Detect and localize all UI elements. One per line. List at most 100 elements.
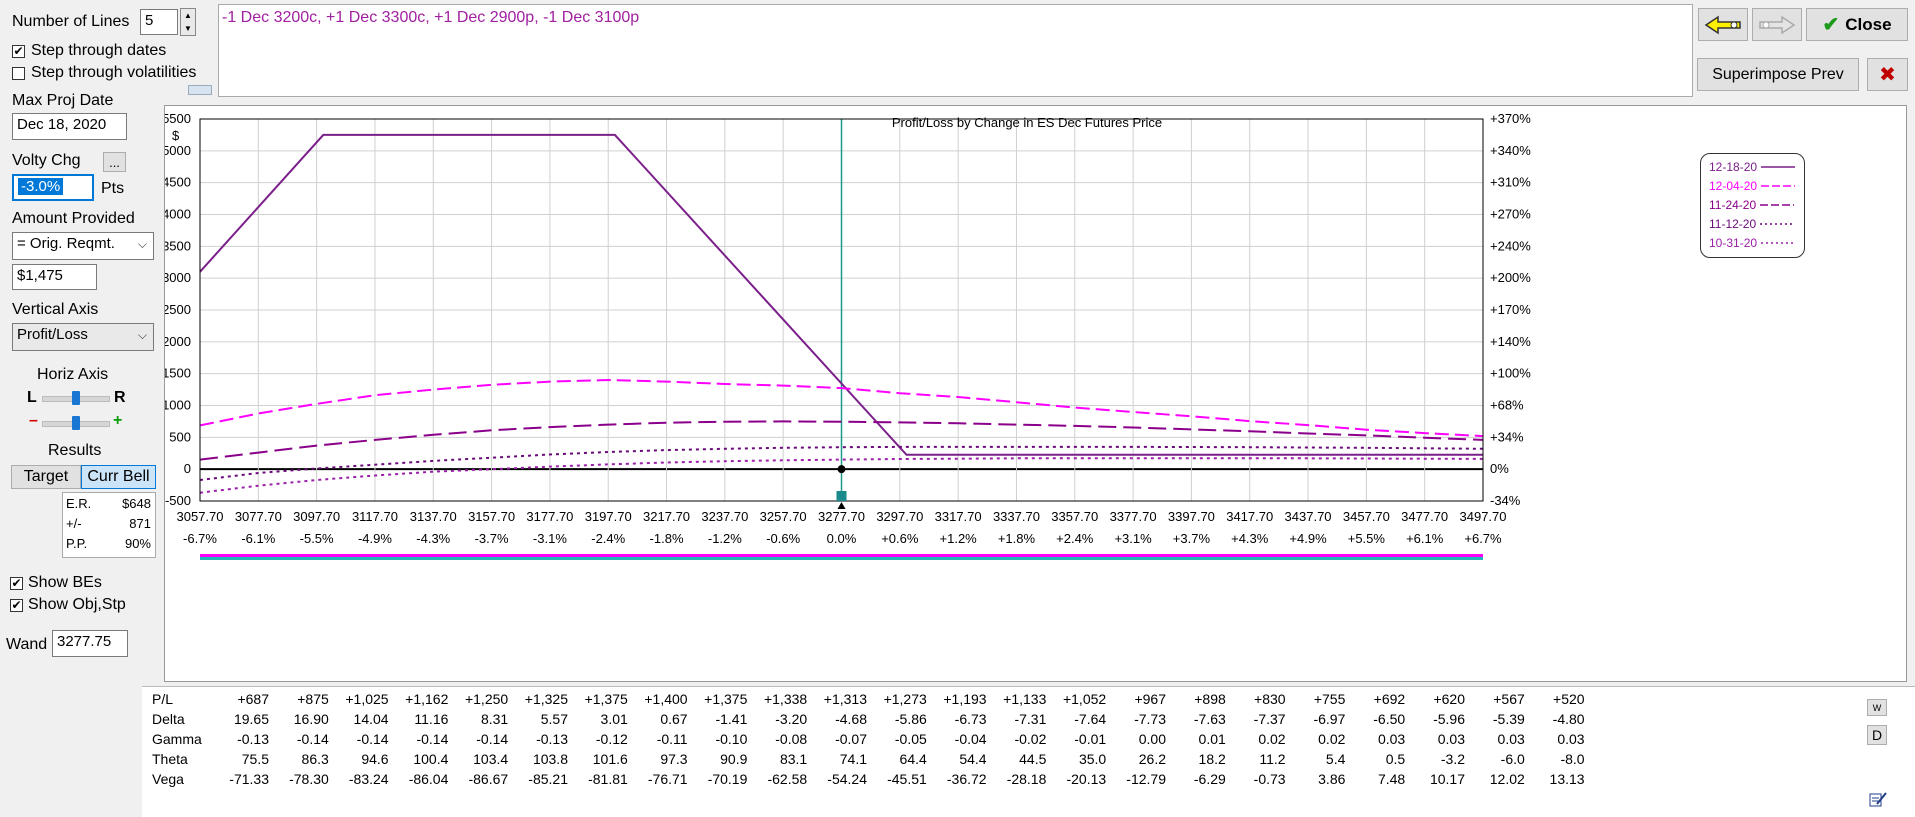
- x-pct-label: +3.1%: [1114, 531, 1152, 546]
- greek-cell: -70.19: [707, 771, 748, 787]
- show-bes-checkbox[interactable]: ✔: [10, 576, 23, 590]
- superimpose-prev-button[interactable]: Superimpose Prev: [1697, 58, 1859, 91]
- greek-cell: 94.6: [361, 751, 389, 767]
- x-tick-label: 3417.70: [1226, 509, 1273, 524]
- x-pct-label: +2.4%: [1056, 531, 1094, 546]
- greek-row-label: Gamma: [152, 731, 202, 747]
- chart-axes: -500 -34% 0 0% 500 +34% 1000 +68% 1500 +100% 2000 +…: [165, 111, 1531, 560]
- number-of-lines-label: Number of Lines: [12, 13, 130, 30]
- greek-cell: -71.33: [229, 771, 269, 787]
- chevron-down-icon[interactable]: ⌵: [137, 237, 147, 251]
- x-pct-label: -5.5%: [300, 531, 334, 546]
- x-pct-label: +3.7%: [1173, 531, 1211, 546]
- horiz-axis-zoom-thumb[interactable]: [72, 416, 80, 430]
- x-tick-label: 3197.70: [585, 509, 632, 524]
- greek-cell: 0.5: [1385, 751, 1406, 767]
- greek-cell: -0.01: [1074, 731, 1107, 747]
- greek-cell: -28.18: [1006, 771, 1047, 787]
- greek-cell: 14.04: [353, 711, 389, 727]
- legend-label: 11-12-20: [1709, 217, 1757, 231]
- max-proj-date-input[interactable]: Dec 18, 2020: [12, 113, 127, 140]
- x-pct-label: -4.9%: [358, 531, 392, 546]
- edit-note-icon[interactable]: [1869, 791, 1887, 811]
- pl-chart[interactable]: -500 -34% 0 0% 500 +34% 1000 +68% 1500 +100% 2000 +…: [165, 106, 1906, 681]
- w-button[interactable]: W: [1867, 699, 1887, 716]
- delete-x-button[interactable]: ✖: [1867, 58, 1908, 91]
- wand-input[interactable]: 3277.75: [52, 630, 128, 657]
- chart-grid: [199, 118, 1484, 502]
- show-obj-checkbox[interactable]: ✔: [10, 598, 23, 612]
- chevron-down-icon[interactable]: ⌵: [137, 328, 147, 342]
- y-tick-label: 4000: [165, 207, 191, 222]
- vertical-axis-select[interactable]: Profit/Loss ⌵: [12, 323, 154, 351]
- number-of-lines-spinner[interactable]: ▲ ▼: [180, 8, 196, 36]
- x-tick-label: 3217.70: [643, 509, 690, 524]
- legend-label: 12-18-20: [1709, 160, 1758, 174]
- pm-label: +/-: [66, 516, 82, 531]
- x-pct-label: 0.0%: [827, 531, 857, 546]
- x-pct-label: +1.2%: [940, 531, 978, 546]
- amount-provided-select[interactable]: = Orig. Reqmt. ⌵: [12, 232, 154, 260]
- greek-cell: -8.0: [1560, 751, 1585, 767]
- x-tick-label: 3237.70: [701, 509, 748, 524]
- x-tick-label: 3057.70: [177, 509, 224, 524]
- greek-cell: -0.13: [536, 731, 568, 747]
- target-button[interactable]: Target: [11, 465, 81, 489]
- greek-cell: -83.24: [348, 771, 389, 787]
- greek-cell: -85.21: [528, 771, 568, 787]
- position-textarea[interactable]: -1 Dec 3200c, +1 Dec 3300c, +1 Dec 2900p…: [218, 4, 1693, 97]
- d-button[interactable]: D: [1867, 725, 1887, 745]
- legend-item: 12-18-20: [1709, 160, 1796, 174]
- y2-tick-label: +310%: [1490, 175, 1531, 190]
- x-tick-label: 3097.70: [293, 509, 340, 524]
- curr-bell-button[interactable]: Curr Bell: [81, 465, 156, 489]
- number-of-lines-input[interactable]: 5: [140, 9, 178, 35]
- x-tick-label: 3077.70: [235, 509, 282, 524]
- prev-button[interactable]: [1698, 8, 1748, 41]
- greek-cell: -20.13: [1066, 771, 1107, 787]
- y2-tick-label: +200%: [1490, 270, 1531, 285]
- greek-cell: -6.50: [1373, 711, 1406, 727]
- greek-cell: -0.13: [237, 731, 269, 747]
- legend-label: 12-04-20: [1709, 179, 1758, 193]
- greek-cell: 11.16: [414, 711, 449, 727]
- greek-cell: -0.14: [476, 731, 509, 747]
- greek-cell: 18.2: [1198, 751, 1226, 767]
- close-button[interactable]: ✔ Close: [1806, 8, 1908, 41]
- x-tick-label: 3137.70: [410, 509, 457, 524]
- greek-cell: -3.20: [775, 711, 808, 727]
- x-pct-label: +1.8%: [998, 531, 1036, 546]
- next-button[interactable]: [1752, 8, 1802, 41]
- x-pct-label: +6.1%: [1406, 531, 1444, 546]
- spinner-down-icon[interactable]: ▼: [184, 24, 192, 33]
- y-tick-label: 3500: [165, 238, 191, 253]
- step-vols-checkbox[interactable]: [12, 67, 25, 80]
- greek-cell: -0.14: [296, 731, 329, 747]
- spinner-up-icon[interactable]: ▲: [184, 11, 192, 20]
- greek-cell: -0.11: [656, 731, 688, 747]
- y2-tick-label: +370%: [1490, 111, 1531, 126]
- greek-cell: 3.86: [1318, 771, 1346, 787]
- greek-cell: -0.07: [835, 731, 867, 747]
- y-tick-label: 2500: [165, 302, 191, 317]
- volty-chg-input[interactable]: -3.0%: [12, 174, 94, 201]
- y2-tick-label: +100%: [1490, 366, 1531, 381]
- amount-value-input[interactable]: $1,475: [12, 264, 97, 290]
- legend-item: 11-24-20: [1709, 198, 1795, 212]
- x-tick-label: 3117.70: [352, 509, 398, 524]
- horiz-axis-lr-thumb[interactable]: [72, 391, 80, 405]
- greek-cell: 0.02: [1258, 731, 1286, 747]
- greek-cell: 0.01: [1198, 731, 1226, 747]
- greek-cell: 103.4: [473, 751, 509, 767]
- series-line-11-24-20: [199, 420, 1484, 461]
- x-pct-label: +6.7%: [1464, 531, 1502, 546]
- x-tick-label: 3437.70: [1285, 509, 1332, 524]
- greek-cell: 100.4: [413, 751, 449, 767]
- volty-ellipsis-button[interactable]: ...: [103, 152, 126, 172]
- x-pct-label: -4.3%: [416, 531, 450, 546]
- greek-cell: +1,193: [943, 691, 987, 707]
- step-dates-checkbox[interactable]: ✔: [12, 44, 25, 58]
- position-splitter-handle[interactable]: [188, 85, 212, 95]
- legend-item: 10-31-20: [1709, 236, 1796, 250]
- greek-cell: 101.6: [592, 751, 628, 767]
